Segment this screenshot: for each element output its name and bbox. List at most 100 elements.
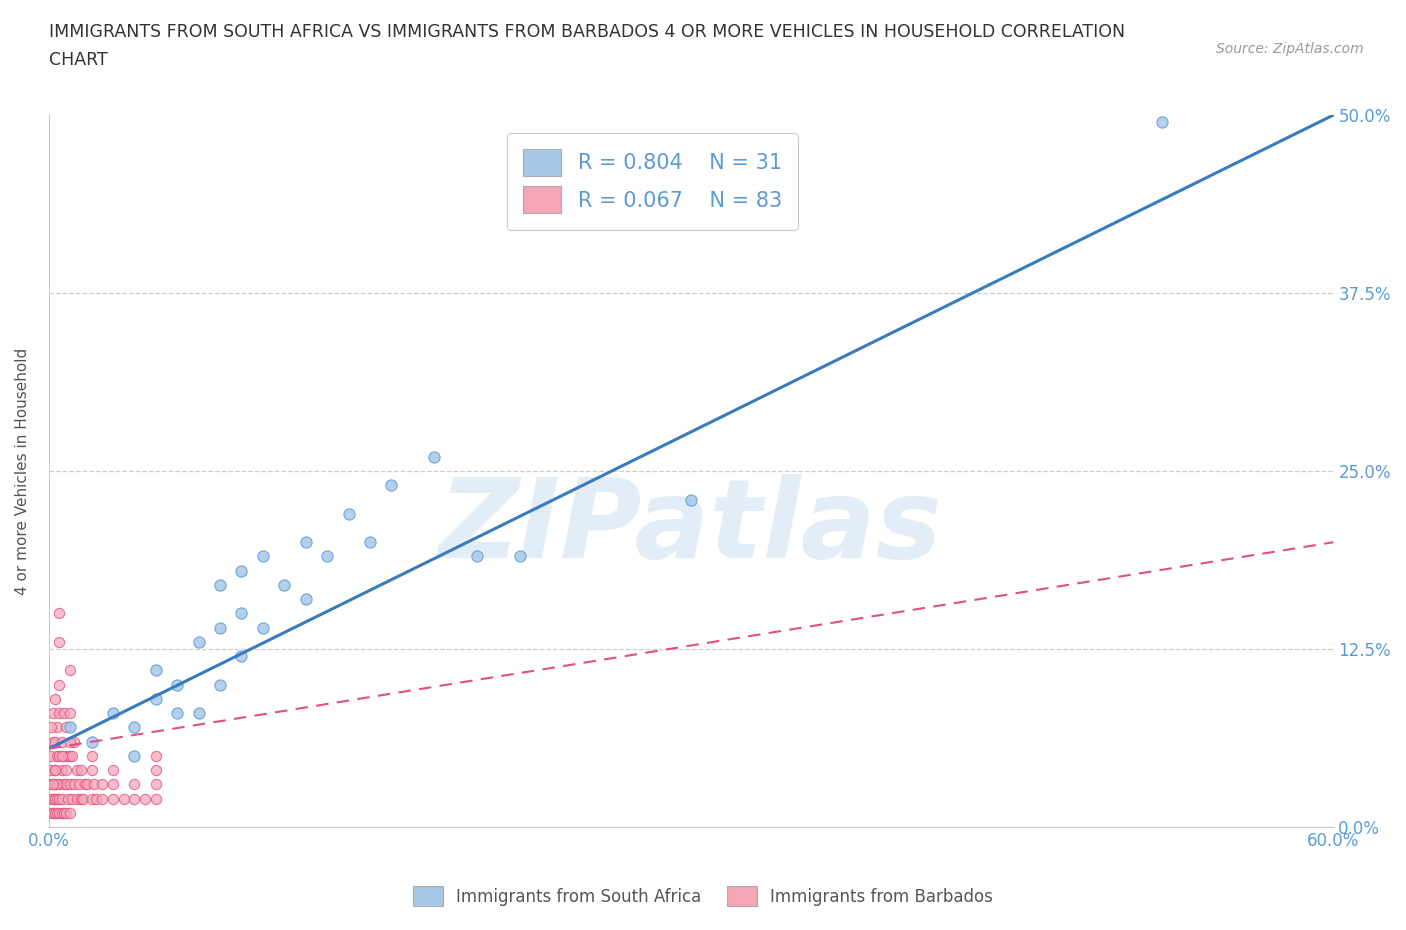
Point xyxy=(55,720,77,735)
Point xyxy=(42,791,65,806)
Point xyxy=(65,763,87,777)
Point xyxy=(145,763,167,777)
Point xyxy=(46,749,69,764)
Point xyxy=(380,478,402,493)
Point xyxy=(46,720,69,735)
Point xyxy=(52,749,75,764)
Point xyxy=(44,791,66,806)
Point xyxy=(39,777,62,791)
Point xyxy=(48,706,70,721)
Text: Source: ZipAtlas.com: Source: ZipAtlas.com xyxy=(1216,42,1364,56)
Y-axis label: 4 or more Vehicles in Household: 4 or more Vehicles in Household xyxy=(15,348,30,594)
Point xyxy=(465,549,488,564)
Point xyxy=(63,734,86,749)
Point xyxy=(44,777,66,791)
Point xyxy=(51,763,73,777)
Point xyxy=(44,734,66,749)
Point xyxy=(59,749,82,764)
Point xyxy=(55,777,77,791)
Legend: R = 0.804    N = 31, R = 0.067    N = 83: R = 0.804 N = 31, R = 0.067 N = 83 xyxy=(506,133,799,230)
Point xyxy=(55,805,77,820)
Point xyxy=(48,677,70,692)
Point xyxy=(124,791,146,806)
Point xyxy=(51,791,73,806)
Point xyxy=(59,706,82,721)
Point xyxy=(337,506,360,521)
Point xyxy=(166,706,188,721)
Point xyxy=(124,720,146,735)
Point xyxy=(48,749,70,764)
Point xyxy=(42,777,65,791)
Point xyxy=(83,777,105,791)
Point xyxy=(46,777,69,791)
Point xyxy=(70,763,93,777)
Point xyxy=(59,720,82,735)
Point xyxy=(39,791,62,806)
Point xyxy=(51,734,73,749)
Point xyxy=(59,777,82,791)
Point xyxy=(112,791,135,806)
Point xyxy=(681,492,703,507)
Point xyxy=(42,734,65,749)
Point xyxy=(294,591,316,606)
Point xyxy=(316,549,339,564)
Point xyxy=(134,791,156,806)
Point xyxy=(145,663,167,678)
Point xyxy=(91,777,114,791)
Point xyxy=(101,777,124,791)
Text: ZIPatlas: ZIPatlas xyxy=(439,474,943,581)
Point xyxy=(63,777,86,791)
Point xyxy=(101,763,124,777)
Point xyxy=(67,777,90,791)
Point xyxy=(423,449,446,464)
Point xyxy=(84,791,107,806)
Point xyxy=(101,706,124,721)
Point xyxy=(80,734,103,749)
Point xyxy=(48,606,70,621)
Point xyxy=(509,549,531,564)
Point xyxy=(187,634,209,649)
Point xyxy=(80,749,103,764)
Point xyxy=(52,706,75,721)
Point xyxy=(145,749,167,764)
Point xyxy=(209,578,232,592)
Point xyxy=(39,749,62,764)
Point xyxy=(145,791,167,806)
Text: IMMIGRANTS FROM SOUTH AFRICA VS IMMIGRANTS FROM BARBADOS 4 OR MORE VEHICLES IN H: IMMIGRANTS FROM SOUTH AFRICA VS IMMIGRAN… xyxy=(49,23,1125,41)
Point xyxy=(124,749,146,764)
Point xyxy=(91,791,114,806)
Point xyxy=(273,578,295,592)
Point xyxy=(145,691,167,706)
Point xyxy=(59,734,82,749)
Point xyxy=(75,777,97,791)
Point xyxy=(209,620,232,635)
Point xyxy=(70,791,93,806)
Point xyxy=(124,777,146,791)
Point xyxy=(42,805,65,820)
Point xyxy=(52,805,75,820)
Point xyxy=(60,791,83,806)
Point xyxy=(80,791,103,806)
Point xyxy=(44,763,66,777)
Point xyxy=(48,805,70,820)
Point xyxy=(65,791,87,806)
Point xyxy=(59,663,82,678)
Point xyxy=(39,805,62,820)
Point xyxy=(294,535,316,550)
Point xyxy=(42,777,65,791)
Point xyxy=(56,749,79,764)
Point xyxy=(76,777,98,791)
Point xyxy=(252,549,274,564)
Point xyxy=(52,777,75,791)
Point xyxy=(39,763,62,777)
Legend: Immigrants from South Africa, Immigrants from Barbados: Immigrants from South Africa, Immigrants… xyxy=(406,880,1000,912)
Point xyxy=(44,691,66,706)
Point xyxy=(60,749,83,764)
Point xyxy=(80,763,103,777)
Point xyxy=(231,606,253,621)
Point xyxy=(72,791,94,806)
Point xyxy=(46,791,69,806)
Point xyxy=(101,791,124,806)
Point xyxy=(166,677,188,692)
Point xyxy=(48,777,70,791)
